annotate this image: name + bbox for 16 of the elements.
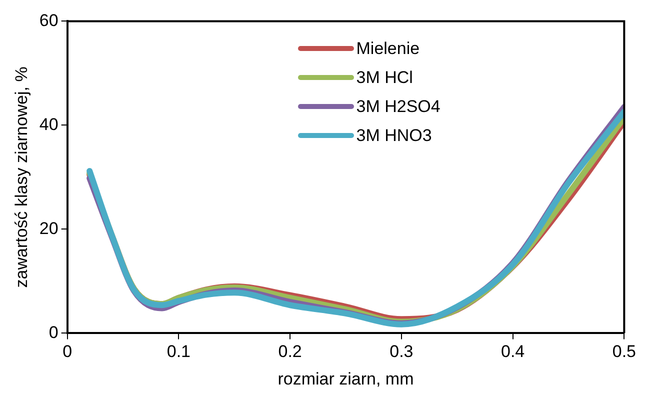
y-tick-label: 40 [39,114,58,134]
x-tick-label: 0.2 [278,342,302,362]
x-tick-label: 0.4 [500,342,525,362]
y-tick-label: 20 [39,218,58,238]
y-tick-label: 0 [48,322,58,342]
x-axis-title: rozmiar ziarn, mm [278,369,414,388]
y-axis-title: zawartość klasy ziarnowej, % [12,66,31,288]
legend-label: 3M HCl [356,68,413,88]
x-tick-label: 0.1 [166,342,191,362]
x-tick-label: 0 [62,342,72,362]
y-tick-label: 60 [39,10,58,30]
x-tick-label: 0.5 [612,342,636,362]
legend-label: 3M H2SO4 [356,96,440,116]
legend-label: Mielenie [356,38,420,58]
x-tick-label: 0.3 [390,342,414,362]
legend-label: 3M HNO3 [356,126,432,146]
